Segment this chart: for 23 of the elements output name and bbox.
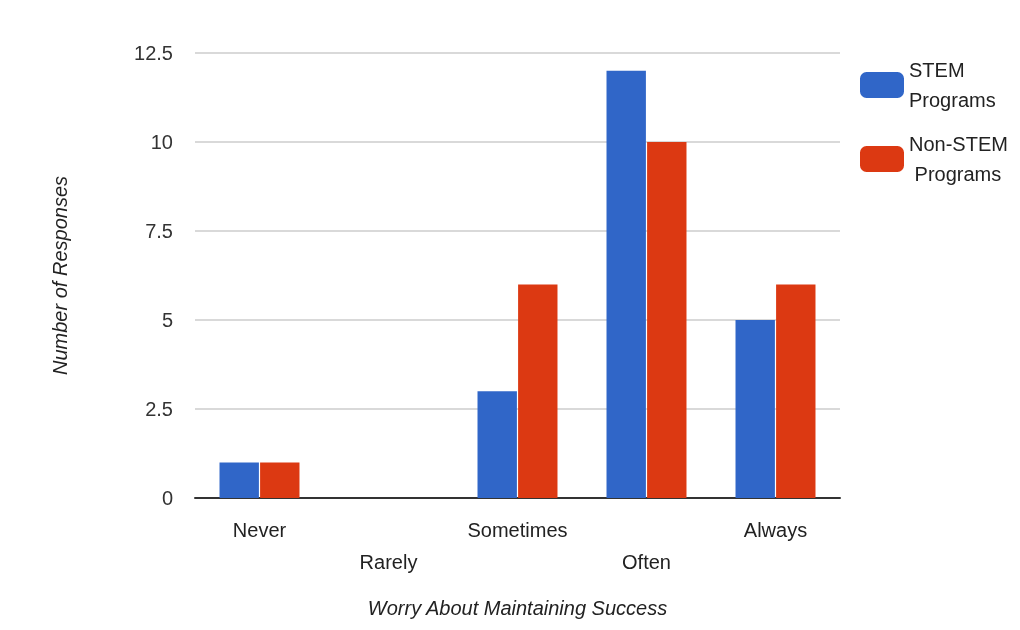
bar [477,391,517,498]
x-tick-label: Sometimes [467,519,568,541]
bar [518,284,558,498]
y-tick-label: 10 [150,131,173,153]
y-tick-label: 5 [161,309,173,331]
y-axis-title: Number of Responses [49,176,71,375]
x-tick-label: Rarely [359,551,418,573]
y-tick-label: 7.5 [145,220,173,242]
x-tick-label: Always [743,519,808,541]
x-tick-label: Never [232,519,287,541]
y-tick-label: 2.5 [145,398,173,420]
x-tick-label: Often [622,551,671,573]
bar [606,70,646,498]
y-tick-label: 12.5 [134,42,173,64]
bar [260,462,300,498]
bar [735,320,775,498]
legend-label: Non-STEM Programs [909,133,1008,185]
bar [219,462,259,498]
bar [647,142,687,498]
legend-label: STEM Programs [909,59,996,111]
x-axis-title: Worry About Maintaining Success [367,597,668,619]
y-tick-label: 0 [161,487,173,509]
bar [776,284,816,498]
